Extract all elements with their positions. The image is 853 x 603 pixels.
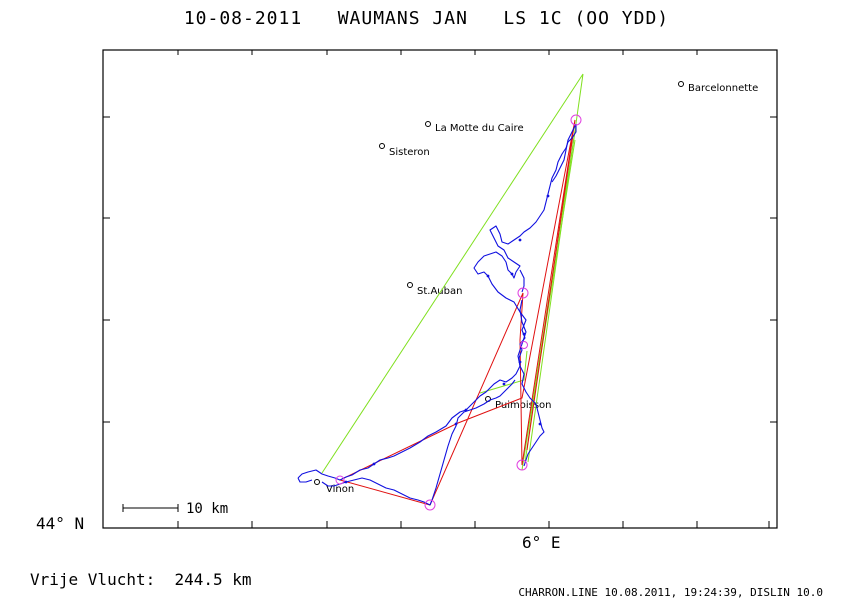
town-barcelonnette: Barcelonnette [678, 81, 758, 94]
town-marker [379, 143, 385, 149]
town-label: Puimoisson [495, 400, 551, 411]
longitude-ticks [177, 50, 770, 528]
town-marker [407, 282, 413, 288]
turnpoint-circle [570, 114, 582, 126]
turnpoint-circle [517, 287, 529, 299]
map-frame [102, 49, 778, 529]
turnpoint-circle [424, 499, 436, 511]
footer-credits: CHARRON.LINE 10.08.2011, 19:24:39, DISLI… [518, 586, 823, 599]
latitude-label: 44° N [36, 514, 85, 533]
turnpoint-circle [516, 459, 528, 471]
turnpoint-circle [335, 475, 345, 485]
town-label: La Motte du Caire [435, 123, 524, 134]
longitude-label: 6° E [522, 533, 561, 552]
flight-distance: Vrije Vlucht: 244.5 km [30, 570, 252, 589]
town-label: Barcelonnette [688, 83, 758, 94]
turnpoint-circle [520, 341, 528, 349]
scale-bar-label: 10 km [186, 501, 228, 517]
town-sisteron: Sisteron [379, 143, 430, 158]
town-la-motte-du-caire: La Motte du Caire [425, 121, 524, 134]
town-marker [425, 121, 431, 127]
scale-bar: 10 km [122, 501, 228, 517]
gps-track [297, 123, 577, 506]
track-markers [344, 194, 550, 484]
town-st-auban: St.Auban [407, 282, 462, 297]
flight-title: 10-08-2011 WAUMANS JAN LS 1C (OO YDD) [183, 8, 670, 29]
town-label: Sisteron [389, 147, 430, 158]
town-label: St.Auban [417, 286, 462, 297]
town-marker [678, 81, 684, 87]
task-legs [338, 119, 576, 506]
town-label: Vinon [326, 484, 354, 495]
turnpoint-markers [335, 114, 582, 511]
town-vinon: Vinon [314, 479, 354, 495]
town-marker [314, 479, 320, 485]
latitude-ticks [103, 116, 777, 423]
